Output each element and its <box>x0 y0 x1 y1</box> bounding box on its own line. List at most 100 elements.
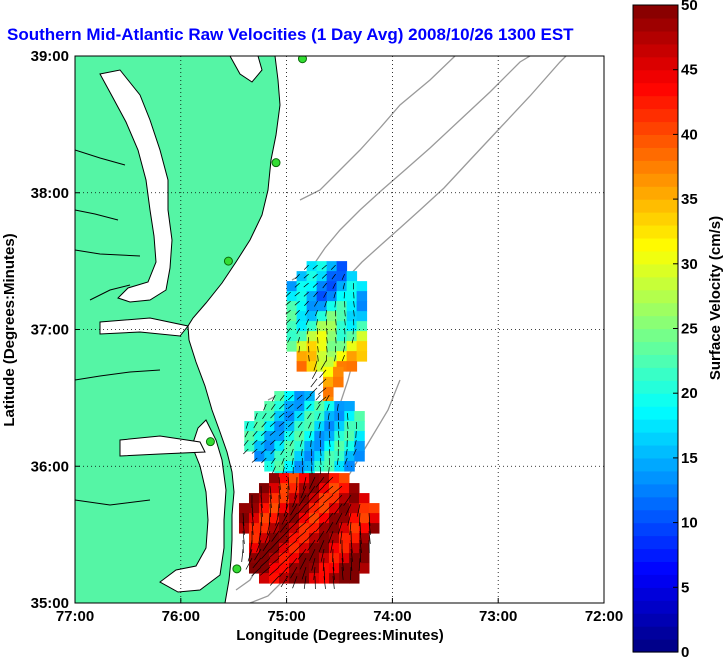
velocity-cell <box>274 391 285 402</box>
y-tick-label: 39:00 <box>31 48 69 65</box>
velocity-vector <box>310 457 313 465</box>
velocity-vector <box>307 412 312 419</box>
velocity-vector <box>280 448 285 456</box>
velocity-cell <box>338 523 350 534</box>
velocity-cell <box>268 473 280 484</box>
velocity-vector <box>322 558 325 571</box>
velocity-vector <box>279 394 285 401</box>
velocity-vector <box>292 494 298 508</box>
velocity-cell <box>268 483 280 494</box>
velocity-vector <box>337 403 339 411</box>
velocity-cell <box>358 513 370 524</box>
velocity-vector <box>368 522 371 535</box>
velocity-vector <box>295 521 307 531</box>
velocity-vector <box>244 430 249 438</box>
velocity-cell <box>334 401 345 412</box>
velocity-vector <box>251 504 254 517</box>
velocity-vector <box>305 494 316 505</box>
velocity-vector <box>273 521 280 534</box>
velocity-vector <box>318 539 325 553</box>
velocity-cell <box>346 321 358 332</box>
velocity-cell <box>323 366 334 378</box>
velocity-cell <box>268 543 280 554</box>
velocity-vector <box>313 503 325 513</box>
velocity-cell <box>254 451 265 462</box>
velocity-cell <box>286 321 298 332</box>
radar-station-marker <box>297 56 307 64</box>
velocity-vector <box>271 394 276 402</box>
velocity-cell <box>334 451 345 462</box>
velocity-cell <box>336 261 348 272</box>
velocity-cell <box>298 523 310 534</box>
x-tick-label: 77:00 <box>56 608 94 625</box>
velocity-vector <box>297 412 303 419</box>
velocity-vector <box>330 264 336 270</box>
velocity-vector <box>294 282 300 288</box>
velocity-cell <box>278 543 290 554</box>
velocity-cell <box>296 311 308 322</box>
velocity-vector <box>304 300 309 307</box>
velocity-vector <box>368 531 371 544</box>
velocity-vector <box>309 387 318 396</box>
colorbar-band <box>633 639 678 653</box>
velocity-cell <box>346 341 358 352</box>
velocity-vector <box>269 430 276 436</box>
velocity-cell <box>318 503 330 514</box>
velocity-cell <box>348 563 360 574</box>
velocity-cell <box>326 301 338 312</box>
velocity-vector <box>271 457 276 464</box>
velocity-vector <box>345 448 348 456</box>
velocity-cell <box>348 523 360 534</box>
velocity-cell <box>318 493 330 504</box>
velocity-vector <box>326 328 328 335</box>
colorbar-band <box>633 354 678 368</box>
velocity-vector <box>285 309 291 315</box>
inland-water <box>119 435 206 457</box>
colorbar-band <box>633 30 678 45</box>
velocity-cell <box>278 533 290 544</box>
velocity-cell <box>298 553 310 564</box>
velocity-vector <box>335 512 343 525</box>
velocity-cell <box>278 513 290 524</box>
velocity-vector <box>309 548 316 561</box>
velocity-cell <box>248 513 260 524</box>
colorbar-ticks: 0 5 10 15 20 25 30 35 40 45 50 <box>673 0 698 659</box>
depth-contour <box>299 56 456 201</box>
velocity-vector <box>287 548 298 559</box>
velocity-cell <box>328 483 340 494</box>
velocity-vector <box>247 548 253 562</box>
velocity-vector <box>287 394 294 401</box>
colorbar-band <box>633 289 678 304</box>
inland-water <box>99 69 173 303</box>
velocity-cell <box>284 421 295 432</box>
y-tick-label: 35:00 <box>31 595 69 612</box>
velocity-vector <box>353 310 355 317</box>
velocity-vector <box>342 283 345 290</box>
velocity-cell <box>294 441 305 452</box>
velocity-cell <box>274 411 285 422</box>
velocity-vector <box>297 337 300 344</box>
velocity-vector <box>319 448 322 456</box>
velocity-vector <box>315 394 321 401</box>
velocity-cell <box>326 351 338 362</box>
velocity-vector <box>275 512 280 526</box>
velocity-vector <box>269 421 276 427</box>
velocity-cell <box>356 321 368 332</box>
velocity-cell <box>306 351 318 362</box>
velocity-vector <box>251 522 254 535</box>
velocity-vector <box>317 387 327 395</box>
velocity-cell <box>346 281 358 292</box>
velocity-cell <box>334 411 345 422</box>
velocity-cell <box>316 331 328 342</box>
colorbar-tick-label: 20 <box>681 385 698 402</box>
velocity-vector <box>307 539 316 551</box>
colorbar-band <box>633 367 678 381</box>
velocity-cell <box>348 513 360 524</box>
velocity-cell <box>333 376 344 388</box>
colorbar-band <box>633 406 678 420</box>
colorbar-band <box>633 173 678 187</box>
velocity-cell <box>328 513 340 524</box>
velocity-cell <box>336 351 348 362</box>
velocity-vector <box>313 567 316 580</box>
velocity-cell <box>324 401 335 412</box>
